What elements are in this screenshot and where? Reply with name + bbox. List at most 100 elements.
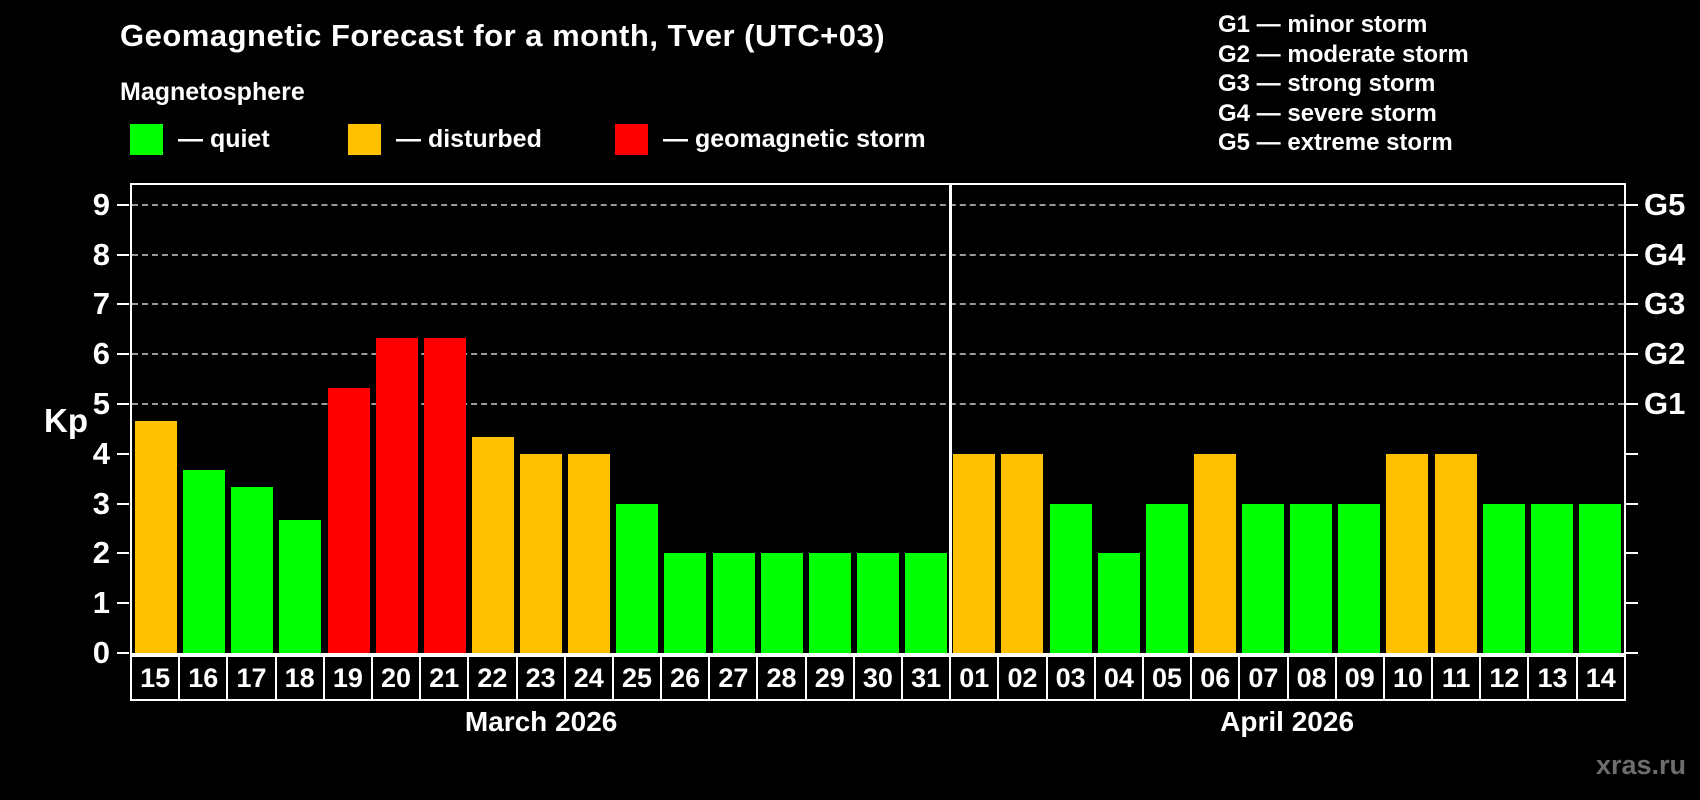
kp-bar-day-15 xyxy=(135,420,178,653)
plot-area xyxy=(130,183,1626,655)
day-label-25: 25 xyxy=(611,655,663,701)
day-label-01: 01 xyxy=(949,655,1000,701)
day-label-09: 09 xyxy=(1334,655,1385,701)
left-tick-kp3 xyxy=(117,502,129,505)
kp-bar-day-02 xyxy=(1001,453,1044,653)
day-label-26: 26 xyxy=(660,655,711,701)
day-label-02: 02 xyxy=(997,655,1048,701)
kp-bar-day-19 xyxy=(327,387,370,653)
day-label-07: 07 xyxy=(1238,655,1289,701)
legend-item-storm: — geomagnetic storm xyxy=(615,122,926,156)
right-tick-kp9 xyxy=(1626,203,1638,206)
left-tick-kp0 xyxy=(117,652,129,654)
right-tick-kp3 xyxy=(1626,502,1638,505)
kp-bar-day-18 xyxy=(279,520,322,653)
day-label-18: 18 xyxy=(274,655,325,701)
kp-bar-day-17 xyxy=(231,487,274,653)
left-tick-kp8 xyxy=(117,253,129,256)
kp-bar-day-01 xyxy=(953,453,996,653)
day-label-15: 15 xyxy=(130,655,181,701)
right-tick-kp1 xyxy=(1626,602,1638,605)
legend-item-quiet: — quiet xyxy=(130,122,270,156)
quiet-swatch-icon xyxy=(130,123,163,155)
disturbed-swatch-icon xyxy=(348,123,381,155)
kp-axis-title: Kp xyxy=(44,402,88,439)
kp-bar-day-03 xyxy=(1049,503,1092,653)
kp-bar-day-12 xyxy=(1482,503,1525,653)
kp-bar-day-11 xyxy=(1434,453,1477,653)
kp-bar-day-29 xyxy=(808,553,851,653)
left-tick-kp9 xyxy=(117,203,129,206)
right-tick-kp0 xyxy=(1626,652,1638,654)
day-label-30: 30 xyxy=(852,655,903,701)
month-label-0: March 2026 xyxy=(464,706,618,737)
kp-bar-day-13 xyxy=(1530,503,1573,653)
gridline-kp8 xyxy=(132,253,1624,256)
kp-bar-day-08 xyxy=(1290,503,1333,653)
day-label-06: 06 xyxy=(1190,655,1241,701)
day-label-23: 23 xyxy=(515,655,566,701)
legend-label-disturbed: — disturbed xyxy=(396,124,542,153)
storm-level-label-G5: G5 xyxy=(1644,186,1686,222)
left-tick-kp1 xyxy=(117,602,129,605)
kp-bar-day-22 xyxy=(471,437,514,653)
storm-level-label-G3: G3 xyxy=(1644,286,1686,322)
kp-bar-day-27 xyxy=(712,553,755,653)
y-axis-label-5: 5 xyxy=(92,386,110,422)
storm-level-label-G4: G4 xyxy=(1644,236,1686,272)
gridline-kp6 xyxy=(132,353,1624,356)
day-label-17: 17 xyxy=(226,655,277,701)
right-tick-kp2 xyxy=(1626,552,1638,555)
day-label-20: 20 xyxy=(370,655,422,701)
y-axis-label-8: 8 xyxy=(92,236,110,272)
right-tick-kp4 xyxy=(1626,452,1638,455)
kp-bar-day-06 xyxy=(1193,453,1236,653)
day-label-27: 27 xyxy=(708,655,759,701)
month-label-1: April 2026 xyxy=(1220,706,1355,737)
day-label-14: 14 xyxy=(1575,655,1626,701)
day-label-24: 24 xyxy=(563,655,614,701)
y-axis-label-3: 3 xyxy=(92,485,110,521)
watermark: xras.ru xyxy=(1595,750,1686,780)
storm-scale-legend: G1 — minor storm G2 — moderate storm G3 … xyxy=(1218,11,1469,156)
day-label-28: 28 xyxy=(756,655,807,701)
right-tick-kp8 xyxy=(1626,253,1638,256)
y-axis-label-6: 6 xyxy=(92,336,110,372)
y-axis-label-2: 2 xyxy=(92,535,110,571)
kp-bar-day-26 xyxy=(664,553,707,653)
day-label-29: 29 xyxy=(804,655,855,701)
kp-bar-day-16 xyxy=(183,470,226,653)
gridline-kp5 xyxy=(132,403,1624,406)
day-label-21: 21 xyxy=(419,655,470,701)
kp-bar-day-20 xyxy=(375,337,418,653)
kp-bar-day-04 xyxy=(1097,553,1140,653)
day-label-13: 13 xyxy=(1527,655,1578,701)
day-label-04: 04 xyxy=(1093,655,1144,701)
right-tick-kp6 xyxy=(1626,353,1638,356)
day-label-row: 15 16 17 18 19 20 21 22 23 24 25 26 27 28 29 30 31 01 02 03… xyxy=(130,655,1626,701)
month-divider xyxy=(948,185,952,653)
kp-bar-day-30 xyxy=(857,553,899,653)
kp-bar-day-05 xyxy=(1145,503,1188,653)
kp-bar-day-28 xyxy=(760,553,803,653)
y-axis-label-7: 7 xyxy=(92,286,110,322)
day-label-05: 05 xyxy=(1141,655,1193,701)
kp-bar-day-10 xyxy=(1386,453,1429,653)
day-label-11: 11 xyxy=(1431,655,1482,701)
gridline-kp7 xyxy=(132,303,1624,306)
day-label-22: 22 xyxy=(467,655,518,701)
right-tick-kp7 xyxy=(1626,303,1638,306)
legend-label-quiet: — quiet xyxy=(178,124,270,153)
gridline-kp9 xyxy=(132,203,1624,206)
kp-bar-day-25 xyxy=(616,503,659,653)
day-label-12: 12 xyxy=(1479,655,1530,701)
day-label-08: 08 xyxy=(1286,655,1337,701)
magnetosphere-subtitle: Magnetosphere xyxy=(120,78,305,106)
kp-bar-day-23 xyxy=(520,453,563,653)
left-tick-kp7 xyxy=(117,303,129,306)
legend-label-storm: — geomagnetic storm xyxy=(663,124,926,153)
left-tick-kp2 xyxy=(117,552,129,555)
day-label-10: 10 xyxy=(1382,655,1434,701)
y-axis-label-4: 4 xyxy=(92,435,110,471)
